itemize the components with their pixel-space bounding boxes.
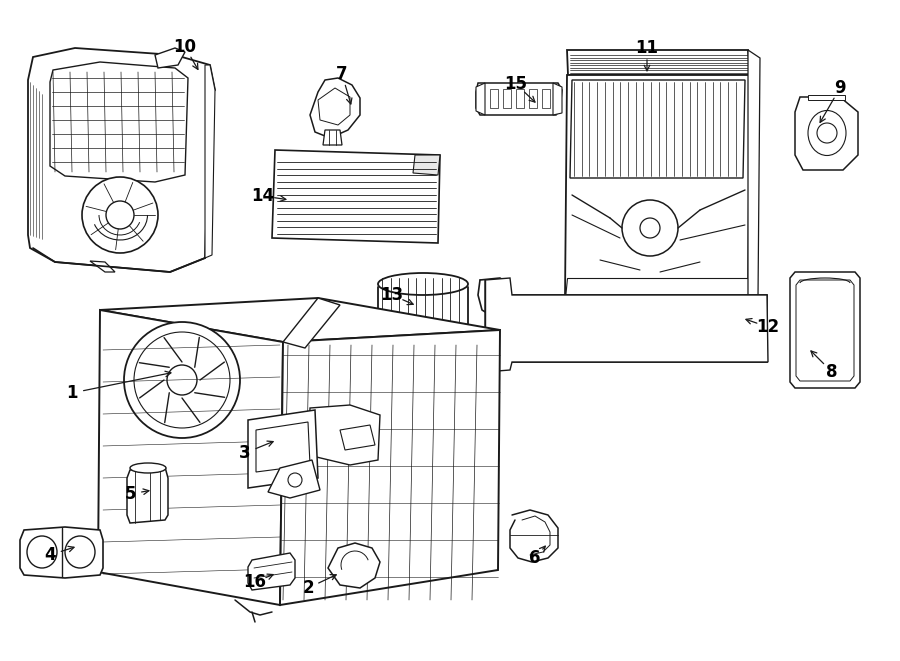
Polygon shape: [323, 130, 342, 145]
Text: 11: 11: [635, 39, 659, 57]
Ellipse shape: [378, 359, 468, 377]
Polygon shape: [248, 410, 318, 488]
Text: 5: 5: [124, 485, 136, 503]
Text: 4: 4: [44, 546, 56, 564]
Polygon shape: [570, 80, 745, 178]
Polygon shape: [795, 97, 858, 170]
Polygon shape: [272, 150, 440, 243]
Polygon shape: [808, 95, 845, 100]
Polygon shape: [565, 75, 750, 298]
Polygon shape: [280, 330, 500, 605]
Circle shape: [167, 365, 197, 395]
Polygon shape: [90, 261, 115, 272]
Text: 12: 12: [756, 318, 779, 336]
Polygon shape: [20, 527, 103, 578]
Polygon shape: [565, 278, 748, 298]
Circle shape: [124, 322, 240, 438]
Circle shape: [82, 177, 158, 253]
Text: 16: 16: [244, 573, 266, 591]
Polygon shape: [100, 298, 500, 342]
Polygon shape: [248, 553, 295, 590]
Text: 8: 8: [826, 363, 838, 381]
Polygon shape: [28, 48, 215, 272]
Text: 9: 9: [834, 79, 846, 97]
Polygon shape: [283, 298, 340, 348]
Polygon shape: [553, 83, 562, 115]
Text: 14: 14: [251, 187, 274, 205]
Text: 2: 2: [302, 579, 314, 597]
Ellipse shape: [130, 463, 166, 473]
Polygon shape: [476, 83, 485, 115]
Polygon shape: [98, 310, 283, 605]
Text: 6: 6: [529, 549, 541, 567]
Polygon shape: [205, 65, 215, 258]
Polygon shape: [386, 365, 460, 378]
Text: 15: 15: [505, 75, 527, 93]
Text: 1: 1: [67, 384, 77, 402]
Polygon shape: [790, 272, 860, 388]
Text: 7: 7: [337, 65, 347, 83]
Polygon shape: [308, 405, 380, 465]
Polygon shape: [310, 78, 360, 138]
Text: 13: 13: [381, 286, 403, 304]
Polygon shape: [268, 460, 320, 498]
Polygon shape: [155, 48, 185, 68]
Polygon shape: [328, 543, 380, 588]
Polygon shape: [485, 278, 768, 372]
Polygon shape: [413, 155, 440, 175]
Polygon shape: [512, 295, 767, 362]
Ellipse shape: [408, 362, 438, 374]
Text: 10: 10: [174, 38, 196, 56]
Polygon shape: [748, 50, 760, 298]
Text: 3: 3: [239, 444, 251, 462]
Polygon shape: [567, 50, 750, 75]
Circle shape: [622, 200, 678, 256]
Polygon shape: [50, 62, 188, 182]
Ellipse shape: [378, 273, 468, 295]
Polygon shape: [127, 467, 168, 523]
Polygon shape: [476, 83, 562, 115]
